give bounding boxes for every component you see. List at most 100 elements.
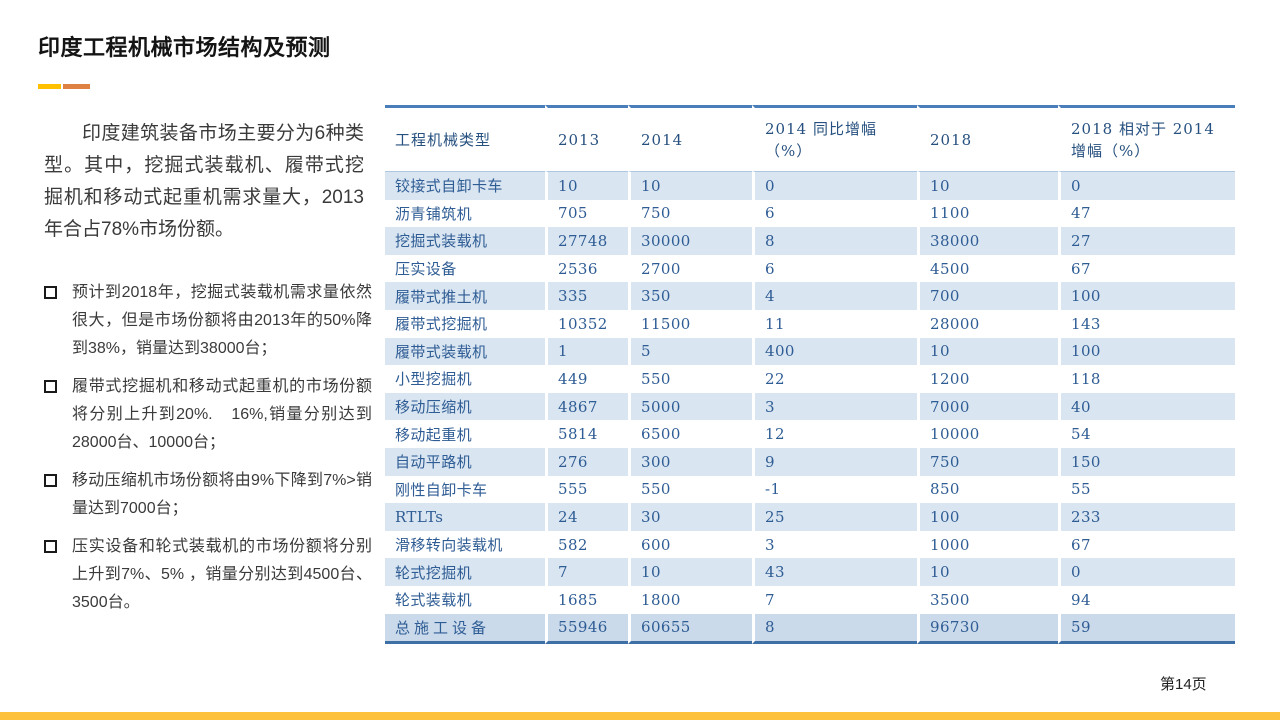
bullet-text: 压实设备和轮式装载机的市场份额将分别上升到7%、5% ，销量分别达到4500台、… [72, 538, 372, 611]
bullet-item: 履带式挖掘机和移动式起重机的市场份额将分别上升到20%. 16%,销量分别达到2… [42, 373, 372, 457]
table-row: 铰接式自卸卡车 10 10 0 10 0 [385, 172, 1235, 200]
value-cell: 5 [628, 337, 752, 366]
table-row: 沥青铺筑机 705 750 6 1100 47 [385, 199, 1235, 228]
value-cell: 54 [1058, 420, 1235, 448]
value-cell: 1 [545, 337, 628, 366]
value-cell: 350 [628, 282, 752, 310]
value-cell: 5814 [545, 420, 628, 448]
machine-type-cell: 铰接式自卸卡车 [385, 172, 545, 200]
value-cell: 55946 [545, 613, 628, 645]
bullet-item: 压实设备和轮式装载机的市场份额将分别上升到7%、5% ，销量分别达到4500台、… [42, 533, 372, 617]
machine-type-cell: 自动平路机 [385, 447, 545, 476]
value-cell: 1685 [545, 585, 628, 614]
value-cell: 705 [545, 199, 628, 228]
value-cell: 67 [1058, 254, 1235, 283]
table-header-row: 工程机械类型 2013 2014 2014 同比增幅（%） 2018 2018 … [385, 105, 1235, 172]
machine-type-cell: 小型挖掘机 [385, 365, 545, 393]
value-cell: 449 [545, 365, 628, 393]
value-cell: 22 [752, 365, 917, 393]
column-header-2014: 2014 [628, 105, 752, 172]
bullet-list: 预计到2018年，挖掘式装载机需求量依然很大，但是市场份额将由2013年的50%… [42, 279, 372, 627]
table-row: 移动起重机 5814 6500 12 10000 54 [385, 420, 1235, 448]
value-cell: 118 [1058, 365, 1235, 393]
machine-type-cell: 沥青铺筑机 [385, 199, 545, 228]
intro-paragraph: 印度建筑装备市场主要分为6种类型。其中，挖掘式装载机、履带式挖掘机和移动式起重机… [44, 123, 364, 240]
value-cell: 4867 [545, 392, 628, 421]
value-cell: 335 [545, 282, 628, 310]
value-cell: 10 [628, 558, 752, 586]
table-row: 总施工设备 55946 60655 8 96730 59 [385, 613, 1235, 645]
table-row: 轮式挖掘机 7 10 43 10 0 [385, 558, 1235, 586]
table-row: 小型挖掘机 449 550 22 1200 118 [385, 365, 1235, 393]
value-cell: 10 [917, 337, 1058, 366]
value-cell: 11 [752, 309, 917, 338]
value-cell: 233 [1058, 503, 1235, 531]
value-cell: 100 [1058, 282, 1235, 310]
value-cell: 10 [628, 172, 752, 200]
value-cell: 550 [628, 365, 752, 393]
table-body: 铰接式自卸卡车 10 10 0 10 0 沥青铺筑机 705 750 6 1100 47 挖掘式装载机 2… [385, 172, 1235, 645]
value-cell: 10000 [917, 420, 1058, 448]
machine-type-cell: RTLTs [385, 503, 545, 531]
value-cell: 550 [628, 475, 752, 504]
value-cell: 2700 [628, 254, 752, 283]
accent-segment-orange [63, 84, 90, 89]
value-cell: 47 [1058, 199, 1235, 228]
column-header-2014-yoy-growth: 2014 同比增幅（%） [752, 105, 917, 172]
value-cell: 25 [752, 503, 917, 531]
value-cell: 555 [545, 475, 628, 504]
value-cell: 750 [628, 199, 752, 228]
value-cell: 1100 [917, 199, 1058, 228]
value-cell: 7 [752, 585, 917, 614]
value-cell: 3 [752, 392, 917, 421]
machine-type-cell: 履带式推土机 [385, 282, 545, 310]
page-number: 第14页 [1160, 676, 1207, 693]
value-cell: 9 [752, 447, 917, 476]
value-cell: 96730 [917, 613, 1058, 645]
table-row: 履带式挖掘机 10352 11500 11 28000 143 [385, 309, 1235, 338]
value-cell: 10352 [545, 309, 628, 338]
value-cell: 10 [917, 558, 1058, 586]
value-cell: 1200 [917, 365, 1058, 393]
bullet-text: 履带式挖掘机和移动式起重机的市场份额将分别上升到20%. 16%,销量分别达到2… [72, 378, 372, 451]
value-cell: 24 [545, 503, 628, 531]
value-cell: 30000 [628, 227, 752, 255]
value-cell: 3500 [917, 585, 1058, 614]
machine-type-cell: 移动起重机 [385, 420, 545, 448]
column-header-2018: 2018 [917, 105, 1058, 172]
value-cell: 8 [752, 227, 917, 255]
machine-type-cell: 轮式挖掘机 [385, 558, 545, 586]
value-cell: 11500 [628, 309, 752, 338]
value-cell: 5000 [628, 392, 752, 421]
table-row: 移动压缩机 4867 5000 3 7000 40 [385, 392, 1235, 421]
value-cell: 150 [1058, 447, 1235, 476]
table-row: 履带式推土机 335 350 4 700 100 [385, 282, 1235, 310]
value-cell: 3 [752, 530, 917, 559]
title-underline-accent [38, 84, 90, 89]
value-cell: 55 [1058, 475, 1235, 504]
value-cell: 7000 [917, 392, 1058, 421]
value-cell: 6500 [628, 420, 752, 448]
value-cell: 59 [1058, 613, 1235, 645]
bullet-text: 移动压缩机市场份额将由9%下降到7%>销量达到7000台； [72, 472, 372, 517]
value-cell: 4 [752, 282, 917, 310]
value-cell: -1 [752, 475, 917, 504]
page-title: 印度工程机械市场结构及预测 [38, 35, 331, 60]
value-cell: 700 [917, 282, 1058, 310]
value-cell: 143 [1058, 309, 1235, 338]
table-row: 轮式装载机 1685 1800 7 3500 94 [385, 585, 1235, 614]
value-cell: 300 [628, 447, 752, 476]
value-cell: 1000 [917, 530, 1058, 559]
value-cell: 40 [1058, 392, 1235, 421]
machine-type-cell: 履带式挖掘机 [385, 309, 545, 338]
value-cell: 276 [545, 447, 628, 476]
square-bullet-icon [44, 286, 57, 299]
table-row: 履带式装载机 1 5 400 10 100 [385, 337, 1235, 366]
value-cell: 30 [628, 503, 752, 531]
value-cell: 10 [917, 172, 1058, 200]
value-cell: 4500 [917, 254, 1058, 283]
bullet-item: 预计到2018年，挖掘式装载机需求量依然很大，但是市场份额将由2013年的50%… [42, 279, 372, 363]
machine-type-cell: 移动压缩机 [385, 392, 545, 421]
column-header-2018-vs-2014-growth: 2018 相对于 2014 增幅（%） [1058, 105, 1235, 172]
value-cell: 0 [752, 172, 917, 200]
